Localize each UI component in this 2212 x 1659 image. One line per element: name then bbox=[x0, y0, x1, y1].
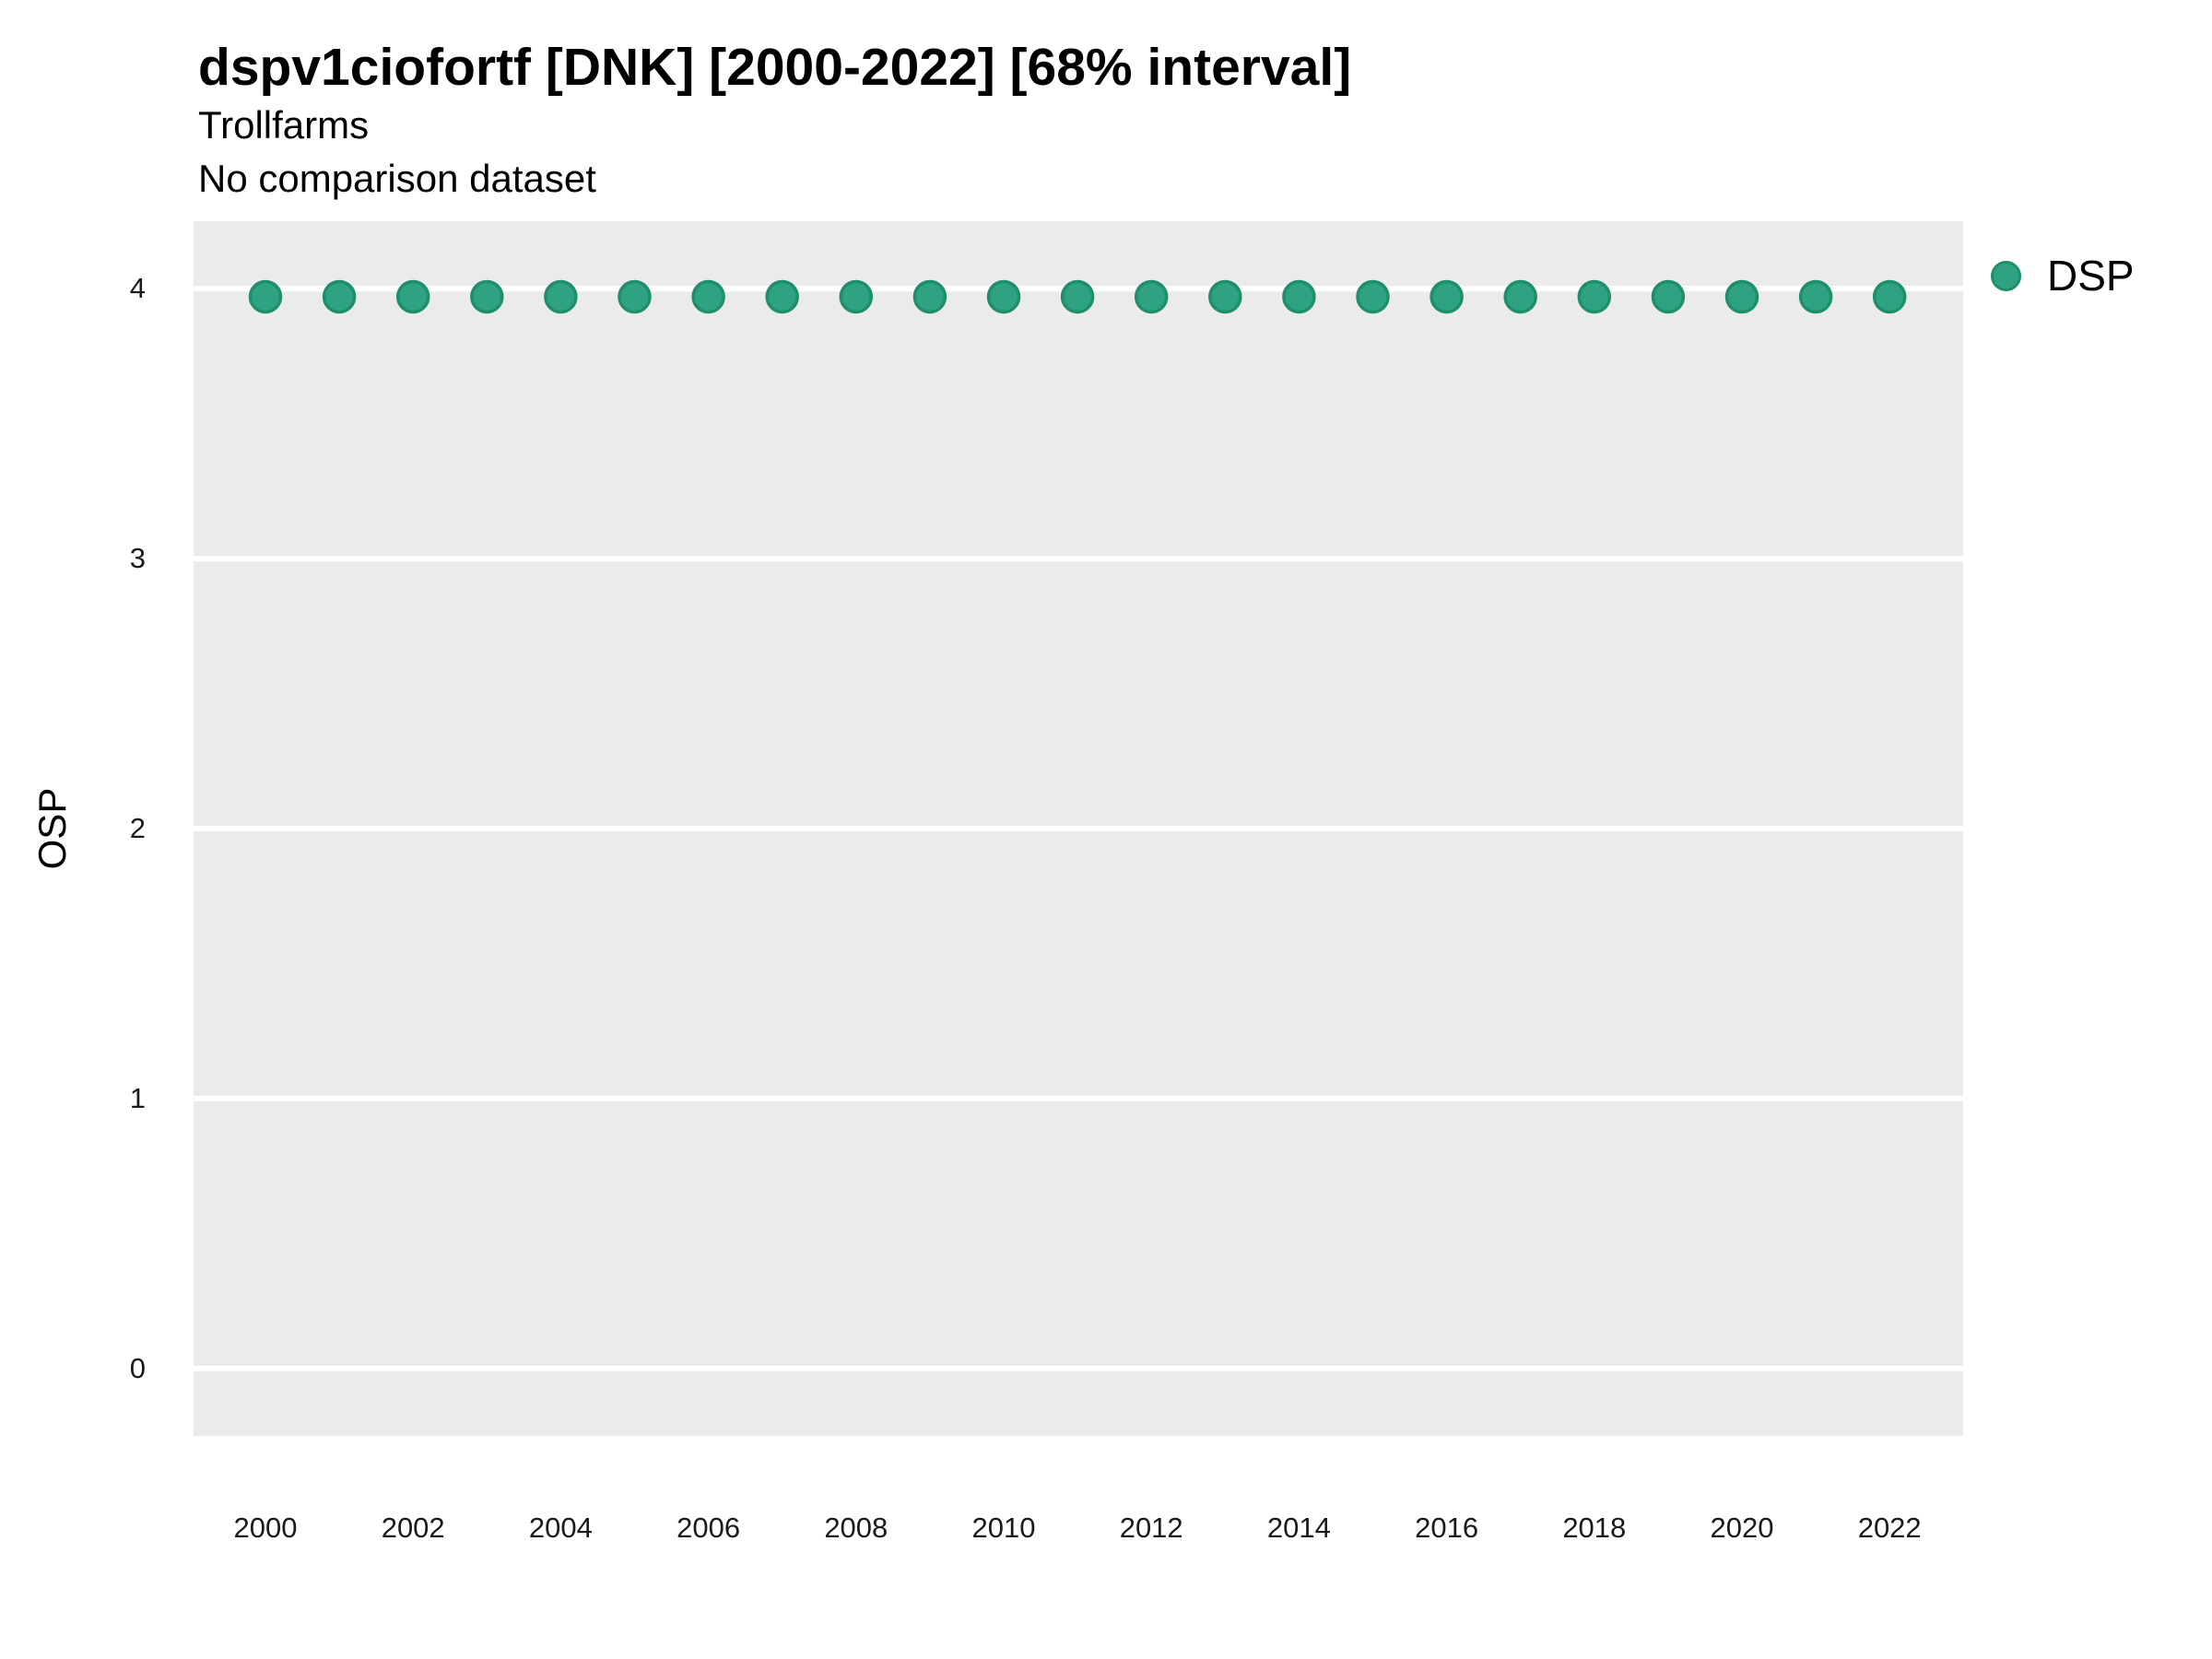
x-tick-label-2018: 2018 bbox=[1562, 1512, 1627, 1544]
x-tick-label-2014: 2014 bbox=[1266, 1512, 1331, 1544]
y-tick-label-4: 4 bbox=[129, 272, 146, 305]
data-point-2012 bbox=[1134, 279, 1169, 314]
x-tick-label-2022: 2022 bbox=[1857, 1512, 1922, 1544]
data-point-2009 bbox=[912, 279, 947, 314]
y-tick-label-0: 0 bbox=[129, 1351, 146, 1384]
data-point-2018 bbox=[1577, 279, 1612, 314]
y-tick-label-2: 2 bbox=[129, 812, 146, 844]
x-tick-label-2002: 2002 bbox=[381, 1512, 445, 1544]
data-point-2005 bbox=[618, 279, 652, 314]
x-tick-label-2020: 2020 bbox=[1710, 1512, 1774, 1544]
gridline-y-1 bbox=[194, 1095, 1963, 1101]
x-tick-label-2010: 2010 bbox=[971, 1512, 1036, 1544]
data-point-2002 bbox=[395, 279, 430, 314]
x-tick-label-2008: 2008 bbox=[824, 1512, 888, 1544]
x-tick-label-2000: 2000 bbox=[233, 1512, 298, 1544]
chart-subtitle: Trollfarms bbox=[198, 103, 370, 147]
data-point-2008 bbox=[839, 279, 874, 314]
data-point-2011 bbox=[1060, 279, 1095, 314]
data-point-2022 bbox=[1872, 279, 1907, 314]
data-point-2020 bbox=[1724, 279, 1759, 314]
data-point-2019 bbox=[1651, 279, 1686, 314]
x-tick-label-2016: 2016 bbox=[1415, 1512, 1479, 1544]
data-point-2013 bbox=[1208, 279, 1242, 314]
x-tick-label-2004: 2004 bbox=[528, 1512, 593, 1544]
legend-label-dsp: DSP bbox=[2047, 252, 2135, 300]
y-tick-label-3: 3 bbox=[129, 542, 146, 575]
data-point-2000 bbox=[248, 279, 283, 314]
data-point-2004 bbox=[544, 279, 578, 314]
data-point-2007 bbox=[765, 279, 799, 314]
x-tick-label-2012: 2012 bbox=[1119, 1512, 1183, 1544]
data-point-2017 bbox=[1503, 279, 1537, 314]
y-tick-label-1: 1 bbox=[129, 1081, 146, 1114]
chart-title: dspv1ciofortf [DNK] [2000-2022] [68% int… bbox=[198, 38, 1352, 97]
data-point-2016 bbox=[1430, 279, 1464, 314]
gridline-y-2 bbox=[194, 826, 1963, 831]
data-point-2014 bbox=[1282, 279, 1316, 314]
gridline-y-0 bbox=[194, 1365, 1963, 1371]
data-point-2003 bbox=[470, 279, 504, 314]
legend-marker-dsp-icon bbox=[1991, 260, 2021, 291]
x-tick-label-2006: 2006 bbox=[677, 1512, 741, 1544]
data-point-2006 bbox=[691, 279, 725, 314]
comparison-note: No comparison dataset bbox=[198, 157, 596, 200]
data-point-2001 bbox=[322, 279, 357, 314]
legend: DSP bbox=[1991, 245, 2135, 306]
data-point-2021 bbox=[1798, 279, 1833, 314]
data-point-2010 bbox=[986, 279, 1021, 314]
data-point-2015 bbox=[1356, 279, 1390, 314]
gridline-y-3 bbox=[194, 556, 1963, 562]
